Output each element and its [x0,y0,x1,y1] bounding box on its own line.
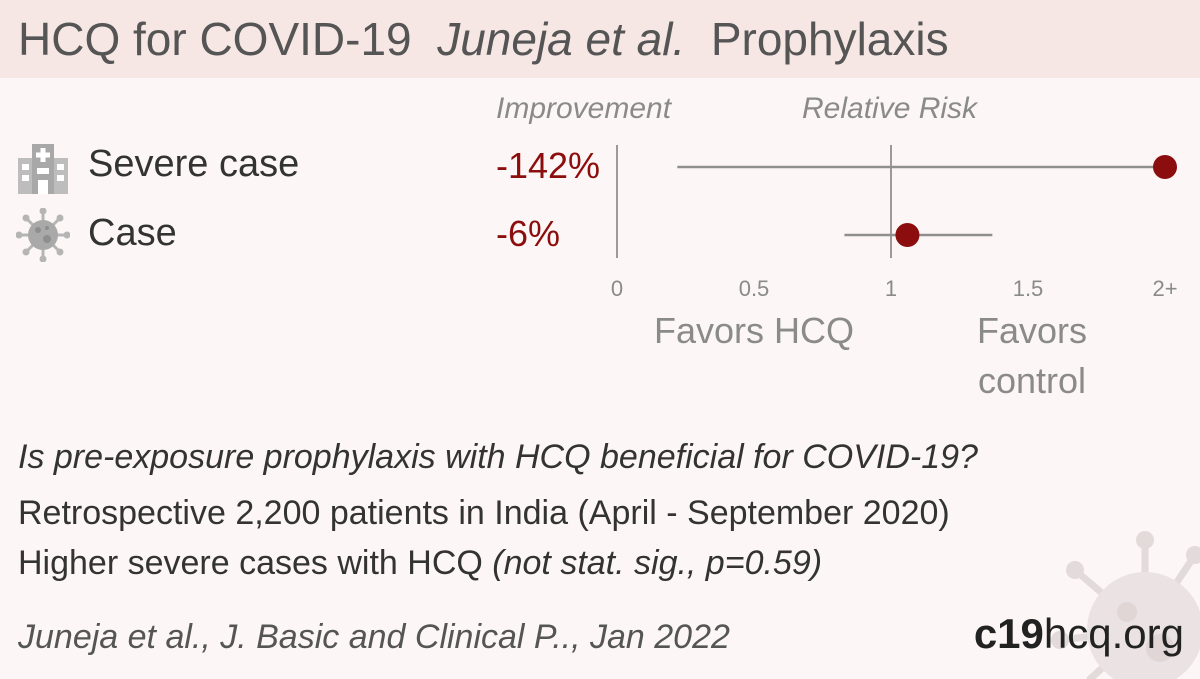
row-label-case: Case [88,212,177,254]
citation: Juneja et al., J. Basic and Clinical P..… [18,618,730,656]
rr-point-severe-case [1153,155,1177,179]
x-tick-label: 1 [885,276,897,301]
x-tick-label: 0.5 [739,276,770,301]
page-title: HCQ for COVID-19 Juneja et al. Prophylax… [18,12,949,66]
brand-bold: c19 [973,610,1044,657]
x-tick-label: 1.5 [1013,276,1044,301]
summary-result-main: Higher severe cases with HCQ [18,544,493,582]
hospital-icon [18,144,68,194]
rr-point-case [895,223,920,247]
relative-risk-column-header: Relative Risk [802,92,978,125]
improvement-value-severe-case: -142% [496,145,601,186]
summary-result-note: (not stat. sig., p=0.59) [492,544,823,582]
virus-icon [16,208,70,262]
virus-background-icon [1051,531,1200,679]
title-topic: Prophylaxis [710,13,949,65]
improvement-column-header: Improvement [496,92,672,125]
summary-result: Higher severe cases with HCQ (not stat. … [18,544,822,583]
favors-control-label: Favors control [976,310,1088,401]
favors-hcq-label: Favors HCQ [653,310,855,351]
x-tick-label: 2+ [1152,276,1177,301]
title-study: Juneja et al. [437,13,686,65]
brand-rest: hcq.org [1043,610,1184,657]
summary-question: Is pre-exposure prophylaxis with HCQ ben… [18,438,978,476]
header-bar: HCQ for COVID-19 Juneja et al. Prophylax… [0,0,1200,78]
title-main: HCQ for COVID-19 [18,13,412,65]
summary-design: Retrospective 2,200 patients in India (A… [18,494,950,532]
improvement-value-case: -6% [496,213,561,254]
row-label-severe-case: Severe case [88,143,300,185]
x-tick-label: 0 [611,276,623,301]
site-brand: c19hcq.org [974,610,1184,658]
